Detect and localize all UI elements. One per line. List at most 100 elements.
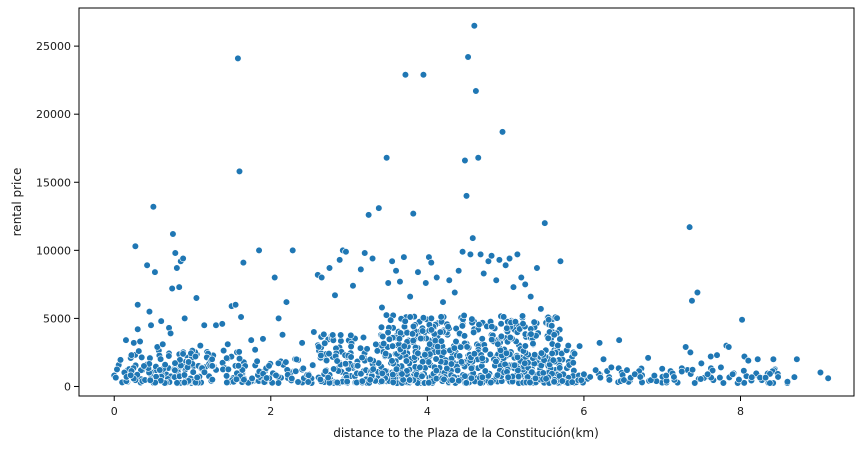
data-point: [452, 337, 460, 346]
data-point: [193, 373, 201, 382]
data-point: [528, 368, 536, 376]
data-point: [289, 246, 297, 254]
y-tick-label: 5000: [43, 312, 71, 325]
data-point: [623, 366, 631, 374]
data-point: [116, 356, 125, 364]
data-point: [497, 320, 505, 328]
data-point: [409, 337, 417, 345]
data-point: [505, 254, 514, 263]
data-point: [436, 328, 444, 336]
data-point: [545, 316, 553, 324]
data-point: [341, 360, 350, 368]
data-point: [595, 339, 604, 347]
data-point: [400, 342, 408, 350]
data-point: [740, 379, 748, 387]
data-point: [437, 337, 445, 345]
data-point: [358, 377, 366, 385]
data-point: [492, 276, 500, 284]
data-point: [251, 346, 259, 354]
data-point: [440, 375, 448, 383]
data-point: [316, 375, 324, 384]
data-point: [184, 358, 193, 366]
data-point: [592, 366, 600, 374]
data-point: [670, 373, 678, 381]
data-point: [443, 364, 451, 373]
data-point: [636, 373, 644, 381]
data-point: [382, 311, 391, 319]
data-point: [754, 355, 762, 363]
data-point: [467, 374, 476, 382]
data-point: [556, 364, 564, 372]
data-point: [531, 351, 539, 359]
data-point: [336, 256, 344, 264]
data-point: [179, 254, 187, 263]
data-point: [419, 358, 427, 366]
data-point: [406, 293, 414, 301]
data-point: [427, 326, 436, 334]
data-point: [239, 258, 247, 267]
data-point: [506, 333, 514, 342]
data-point: [417, 334, 425, 343]
data-point: [716, 373, 724, 382]
data-point: [330, 365, 338, 373]
data-point: [240, 376, 248, 384]
data-point: [476, 250, 485, 259]
data-point: [519, 320, 527, 328]
data-point: [513, 250, 521, 259]
data-point: [451, 288, 459, 297]
data-point: [387, 316, 395, 324]
data-point: [575, 342, 584, 350]
data-point: [388, 357, 396, 365]
data-point: [474, 154, 482, 162]
data-point: [377, 323, 386, 331]
data-point: [447, 360, 456, 368]
data-point: [509, 283, 518, 291]
data-point: [384, 328, 392, 337]
data-point: [556, 257, 565, 265]
data-point: [484, 257, 493, 265]
data-point: [553, 314, 561, 322]
data-point: [488, 336, 496, 344]
data-point: [321, 367, 330, 375]
data-point: [224, 365, 232, 373]
data-point: [537, 349, 546, 357]
data-point: [234, 362, 243, 370]
data-point: [493, 371, 502, 379]
data-point: [488, 323, 496, 331]
data-point: [686, 223, 694, 231]
data-point: [401, 317, 409, 325]
data-point: [224, 340, 232, 348]
data-point: [462, 379, 470, 387]
data-point: [527, 293, 535, 301]
data-point: [173, 379, 181, 387]
data-point: [310, 328, 318, 336]
data-point: [658, 365, 666, 373]
data-point: [475, 321, 483, 329]
y-tick-label: 10000: [36, 244, 71, 257]
data-point: [169, 230, 177, 238]
data-point: [131, 242, 139, 250]
data-point: [173, 264, 181, 272]
data-point: [495, 256, 503, 264]
data-point: [461, 156, 469, 165]
data-point: [375, 204, 383, 212]
data-point: [331, 291, 339, 299]
data-point: [469, 234, 477, 242]
data-point: [127, 351, 136, 359]
data-point: [127, 371, 135, 379]
data-point: [569, 359, 577, 367]
data-point: [549, 356, 557, 364]
data-point: [223, 378, 231, 387]
data-point: [568, 378, 576, 386]
data-point: [255, 246, 263, 254]
data-point: [422, 279, 430, 287]
data-point: [349, 282, 357, 290]
x-axis-label: distance to the Plaza de la Constitución…: [333, 426, 599, 440]
data-point: [502, 349, 511, 357]
data-point: [458, 248, 467, 256]
data-point: [517, 273, 525, 282]
data-point: [448, 376, 456, 384]
data-point: [437, 313, 445, 321]
x-tick-label: 0: [111, 405, 118, 418]
